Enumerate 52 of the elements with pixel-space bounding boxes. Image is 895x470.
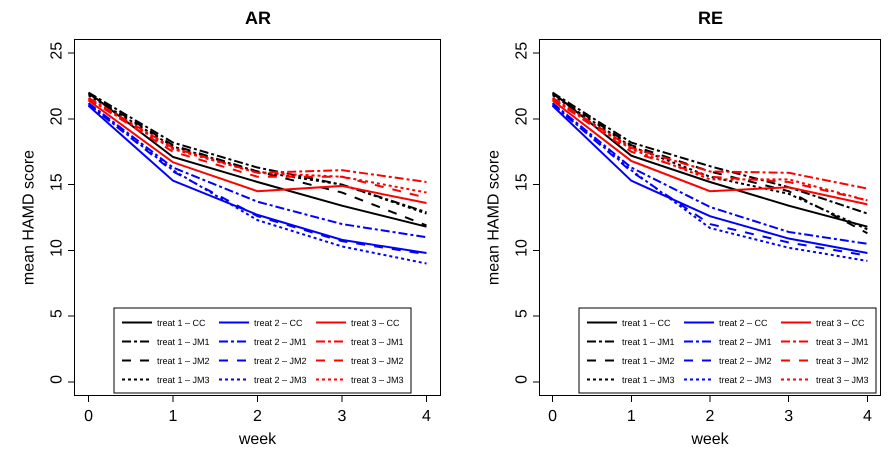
chart-title: AR xyxy=(245,8,271,28)
x-tick-label: 4 xyxy=(422,408,432,426)
legend-label: treat 2 – CC xyxy=(254,318,304,328)
x-axis-title: week xyxy=(690,430,730,448)
legend-label: treat 3 – CC xyxy=(351,318,400,328)
legend-label: treat 3 – JM1 xyxy=(351,337,404,348)
legend-label: treat 3 – JM2 xyxy=(816,356,869,366)
y-tick-label: 5 xyxy=(514,309,531,318)
legend-label: treat 3 – JM2 xyxy=(351,356,404,366)
legend-label: treat 2 – JM2 xyxy=(719,356,772,366)
y-tick-label: 10 xyxy=(514,238,531,257)
x-tick-label: 1 xyxy=(626,408,636,426)
x-tick-label: 3 xyxy=(338,408,347,426)
legend-label: treat 3 – JM3 xyxy=(351,375,404,386)
legend-label: treat 1 – JM3 xyxy=(622,375,675,386)
y-tick-label: 5 xyxy=(48,309,66,318)
y-axis-title: mean HAMD score xyxy=(20,150,38,286)
x-tick-label: 2 xyxy=(253,408,262,426)
y-tick-label: 0 xyxy=(514,374,531,384)
legend-label: treat 1 – JM1 xyxy=(622,337,675,348)
y-tick-label: 25 xyxy=(514,42,531,60)
legend-label: treat 1 – JM3 xyxy=(157,375,210,386)
y-tick-label: 25 xyxy=(48,42,66,60)
y-tick-label: 20 xyxy=(514,107,531,126)
legend-label: treat 1 – JM1 xyxy=(157,337,210,348)
legend-label: treat 2 – JM2 xyxy=(254,356,307,366)
y-tick-label: 10 xyxy=(48,238,66,257)
legend-label: treat 3 – JM3 xyxy=(816,375,869,386)
legend-label: treat 2 – CC xyxy=(719,318,768,328)
x-tick-label: 1 xyxy=(168,408,178,426)
legend-label: treat 1 – JM2 xyxy=(157,356,210,366)
x-tick-label: 2 xyxy=(706,408,715,426)
legend-label: treat 2 – JM3 xyxy=(254,375,307,386)
legend-label: treat 2 – JM3 xyxy=(719,375,772,386)
y-tick-label: 15 xyxy=(514,173,531,192)
legend-label: treat 2 – JM1 xyxy=(254,337,307,348)
x-tick-label: 0 xyxy=(84,408,94,426)
legend-label: treat 3 – CC xyxy=(816,318,866,328)
y-tick-label: 20 xyxy=(48,107,66,126)
legend-label: treat 1 – JM2 xyxy=(622,356,675,366)
y-axis-title: mean HAMD score xyxy=(486,150,502,286)
x-tick-label: 3 xyxy=(784,408,794,426)
y-tick-label: 15 xyxy=(48,173,66,192)
chart-title: RE xyxy=(698,8,724,28)
y-tick-label: 0 xyxy=(48,374,66,384)
x-axis-title: week xyxy=(238,430,278,448)
legend-label: treat 3 – JM1 xyxy=(816,337,869,348)
legend-label: treat 1 – CC xyxy=(622,318,672,328)
x-tick-label: 4 xyxy=(862,408,872,426)
legend-label: treat 1 – CC xyxy=(157,318,206,328)
legend-label: treat 2 – JM1 xyxy=(719,337,772,348)
x-tick-label: 0 xyxy=(548,408,558,426)
